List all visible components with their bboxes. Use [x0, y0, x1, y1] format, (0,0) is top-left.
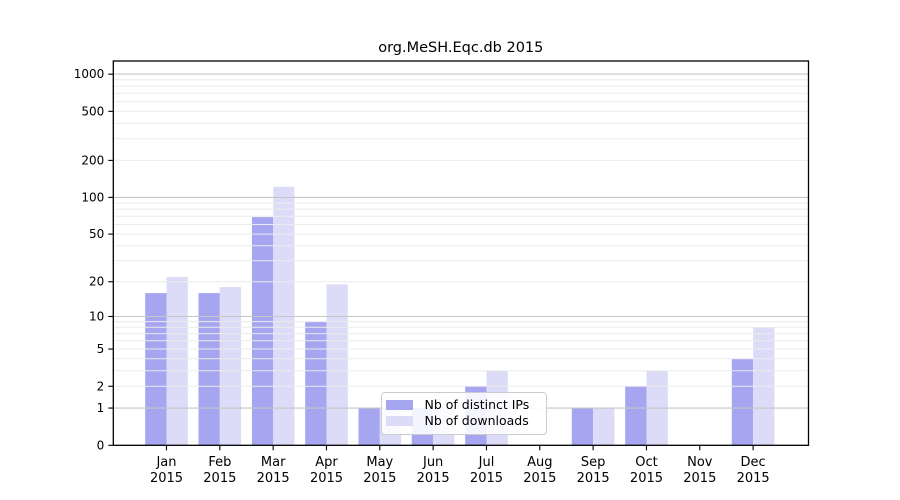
x-tick-label-month: Mar [261, 455, 286, 470]
axes-layer: 01251020501002005001000Jan2015Feb2015Mar… [74, 60, 810, 486]
y-tick-label: 5 [97, 342, 105, 356]
x-tick-label-month: Oct [635, 455, 657, 470]
bar-nb-of-downloads-apr [326, 284, 348, 446]
x-tick-label-year: 2015 [150, 471, 183, 486]
x-tick-label-month: Sep [581, 455, 606, 470]
y-tick-label: 20 [89, 275, 104, 289]
x-tick-label-month: Apr [315, 455, 338, 470]
x-tick-label-year: 2015 [577, 471, 610, 486]
y-tick-label: 0 [97, 438, 105, 452]
legend-swatch-distinct-ips [385, 399, 413, 410]
x-tick-label-month: Dec [741, 455, 766, 470]
chart-legend: Nb of distinct IPs Nb of downloads [380, 391, 547, 435]
y-tick-label: 200 [81, 153, 104, 167]
bar-nb-of-distinct-ips-dec [731, 358, 754, 446]
x-tick-label-month: May [366, 455, 393, 470]
legend-label-distinct-ips: Nb of distinct IPs [424, 396, 530, 412]
x-tick-label-year: 2015 [310, 471, 343, 486]
x-tick-label-month: Jun [422, 455, 443, 470]
y-tick-label: 2 [97, 379, 105, 393]
x-tick-label-year: 2015 [257, 471, 290, 486]
bar-nb-of-distinct-ips-may [358, 408, 380, 446]
x-tick-label-month: Jul [478, 455, 495, 470]
x-tick-label-year: 2015 [417, 471, 450, 486]
bar-nb-of-distinct-ips-oct [625, 386, 647, 446]
legend-label-downloads: Nb of downloads [424, 413, 529, 428]
x-tick-label-month: Jan [155, 455, 176, 470]
bar-nb-of-downloads-sep [593, 408, 615, 446]
bar-nb-of-distinct-ips-feb [198, 293, 220, 446]
y-tick-label: 50 [89, 227, 104, 241]
bar-nb-of-distinct-ips-mar [251, 217, 274, 446]
bar-nb-of-distinct-ips-sep [571, 408, 594, 446]
x-tick-label-month: Aug [527, 455, 552, 470]
x-tick-label-year: 2015 [683, 471, 716, 486]
gridlines-layer [113, 73, 809, 409]
chart-title: org.MeSH.Eqc.db 2015 [378, 40, 543, 56]
x-tick-label-year: 2015 [737, 471, 770, 486]
bar-nb-of-distinct-ips-apr [305, 321, 327, 446]
legend-item-distinct-ips: Nb of distinct IPs [385, 396, 538, 412]
y-tick-label: 1 [97, 401, 105, 415]
bar-nb-of-downloads-jan [166, 276, 188, 446]
x-tick-label-year: 2015 [470, 471, 503, 486]
legend-swatch-downloads [385, 416, 413, 427]
y-tick-label: 10 [89, 310, 104, 324]
legend-item-downloads: Nb of downloads [385, 413, 538, 428]
x-tick-label-year: 2015 [363, 471, 396, 486]
x-tick-label-year: 2015 [523, 471, 556, 486]
x-tick-label-month: Nov [687, 455, 713, 470]
bar-nb-of-downloads-feb [219, 287, 242, 446]
x-tick-label-month: Feb [208, 455, 231, 470]
x-tick-label-year: 2015 [203, 471, 236, 486]
y-tick-label: 100 [81, 190, 104, 204]
y-tick-label: 1000 [74, 67, 105, 81]
x-tick-label-year: 2015 [630, 471, 663, 486]
bar-nb-of-distinct-ips-jan [145, 293, 167, 446]
plot-frame [112, 60, 810, 446]
y-tick-label: 500 [81, 104, 104, 118]
